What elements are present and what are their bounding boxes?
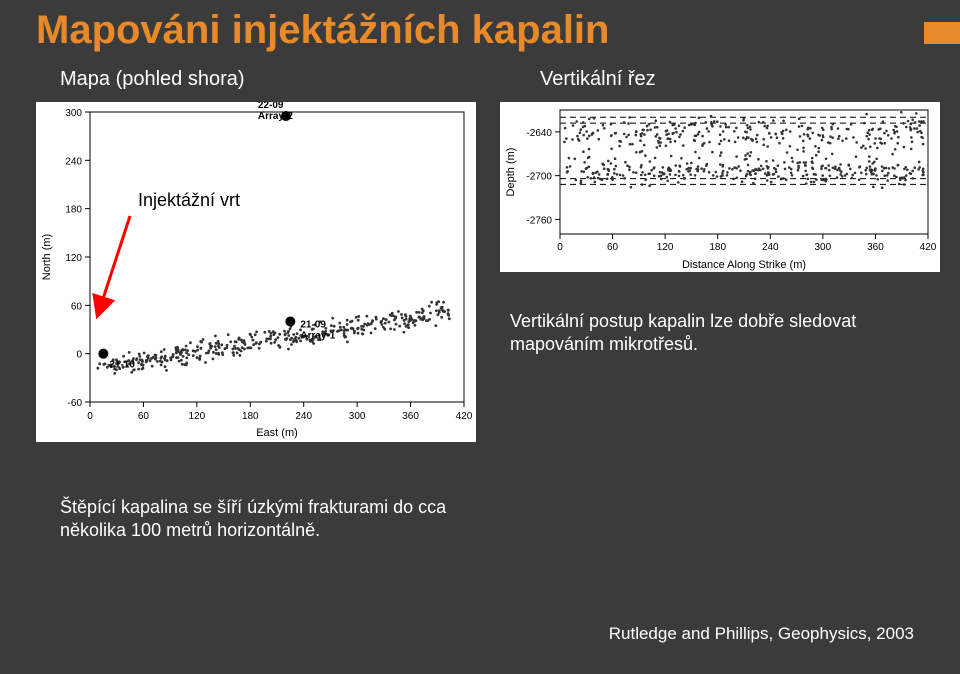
subtitle-left: Mapa (pohled shora) xyxy=(60,68,245,91)
injection-well-annotation: Injektážní vrt xyxy=(138,190,240,211)
svg-text:60: 60 xyxy=(71,301,83,312)
svg-text:21-10: 21-10 xyxy=(109,360,135,371)
svg-text:120: 120 xyxy=(189,411,206,422)
svg-text:120: 120 xyxy=(657,242,674,253)
svg-text:East (m): East (m) xyxy=(256,427,298,439)
vertical-section-chart: 0 60 120 180 240 300 360 420 -2640 -2700 -2760 Dist… xyxy=(500,102,940,272)
svg-text:-2700: -2700 xyxy=(526,172,552,183)
svg-text:60: 60 xyxy=(138,411,150,422)
svg-text:180: 180 xyxy=(709,242,726,253)
svg-text:240: 240 xyxy=(295,411,312,422)
svg-text:21-09: 21-09 xyxy=(300,319,326,330)
svg-text:240: 240 xyxy=(762,242,779,253)
svg-text:0: 0 xyxy=(87,411,93,422)
accent-bar xyxy=(924,22,960,44)
svg-text:60: 60 xyxy=(607,242,619,253)
svg-text:360: 360 xyxy=(402,411,419,422)
svg-text:Array-2: Array-2 xyxy=(258,111,293,122)
svg-text:180: 180 xyxy=(65,205,82,216)
map-view-chart: 0 60 120 180 240 300 360 420 -60 0 60 120 180 240 300 E… xyxy=(36,102,476,442)
svg-text:420: 420 xyxy=(920,242,937,253)
text-block-1: Vertikální postup kapalin lze dobře sled… xyxy=(510,310,930,357)
svg-text:360: 360 xyxy=(867,242,884,253)
svg-text:North (m): North (m) xyxy=(41,234,53,280)
svg-text:Array-1: Array-1 xyxy=(300,330,335,341)
svg-text:Depth (m): Depth (m) xyxy=(505,148,517,197)
svg-text:300: 300 xyxy=(349,411,366,422)
svg-text:300: 300 xyxy=(65,108,82,119)
page-title: Mapováni injektážních kapalin xyxy=(36,8,609,53)
svg-text:Distance Along Strike (m): Distance Along Strike (m) xyxy=(682,259,806,271)
svg-text:120: 120 xyxy=(65,253,82,264)
svg-text:-2640: -2640 xyxy=(526,128,552,139)
svg-text:180: 180 xyxy=(242,411,259,422)
svg-text:0: 0 xyxy=(76,350,82,361)
text-block-2: Štěpící kapalina se šíří úzkými fraktura… xyxy=(60,496,480,543)
svg-text:0: 0 xyxy=(557,242,563,253)
svg-text:-2760: -2760 xyxy=(526,215,552,226)
svg-text:-60: -60 xyxy=(68,398,83,409)
svg-text:22-09: 22-09 xyxy=(258,102,284,111)
slide: Mapováni injektážních kapalin Mapa (pohl… xyxy=(0,0,960,674)
svg-text:240: 240 xyxy=(65,156,82,167)
subtitle-right: Vertikální řez xyxy=(540,68,656,91)
svg-text:420: 420 xyxy=(456,411,473,422)
citation: Rutledge and Phillips, Geophysics, 2003 xyxy=(609,624,914,644)
svg-text:300: 300 xyxy=(815,242,832,253)
